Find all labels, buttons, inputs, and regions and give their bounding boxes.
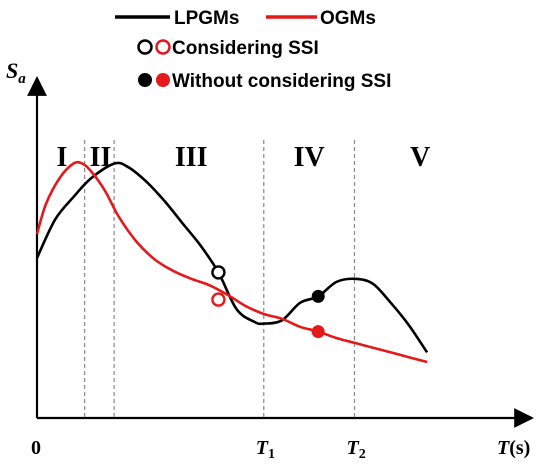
region-label-IV: IV [294,142,325,173]
series-line-lpgms [35,161,429,354]
point-lpgms-hollow [211,265,226,280]
legend-marker-hollow-black [137,39,153,55]
origin-label: 0 [31,437,41,459]
legend-label-considering-ssi: Considering SSI [172,38,319,59]
legend-label-ogms: OGMs [320,8,376,29]
legend-label-lpgms: LPGMs [174,8,239,29]
legend-marker-hollow-red [155,39,171,55]
region-label-V: V [410,142,430,173]
y-axis-label: Sa [6,58,26,87]
x-tick-label-T1: T1 [256,437,275,462]
point-ogms-filled [311,325,325,339]
region-label-II: II [90,142,112,173]
legend-label-without-considering-ssi: Without considering SSI [172,71,391,92]
point-lpgms-filled [311,289,325,303]
point-ogms-hollow [211,292,226,307]
x-axis-label: T(s) [497,437,530,459]
region-label-I: I [56,142,67,173]
series-line-ogms [35,160,428,364]
legend: LPGMs OGMs Considering SSI Without consi… [115,8,391,92]
x-tick-label-T2: T2 [346,437,365,462]
legend-marker-filled-black [138,73,152,87]
region-label-III: III [175,142,208,173]
legend-marker-filled-red [156,73,170,87]
